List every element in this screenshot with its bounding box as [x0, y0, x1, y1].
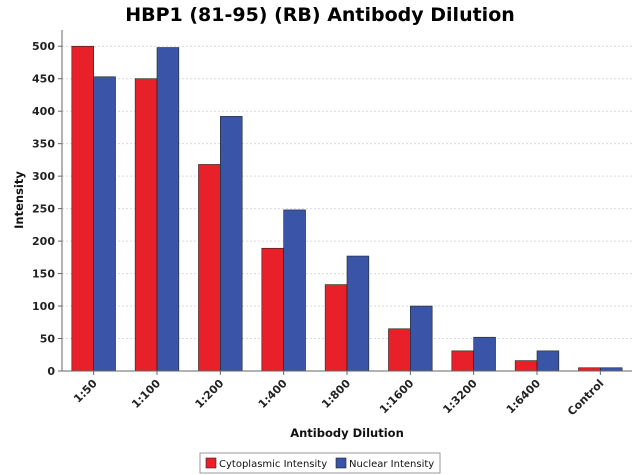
y-axis-ticks: 0 50 100 150 200 250 300 350 400 450 500	[32, 40, 62, 378]
y-tick-label: 350	[32, 138, 55, 151]
bar-nuclear	[346, 255, 370, 372]
legend-box	[199, 452, 441, 474]
x-axis-ticks: 1:50 1:100 1:200 1:400 1:800 1:1600 1:3200 1:64…	[71, 371, 606, 418]
y-tick-label: 400	[32, 105, 55, 118]
y-tick-label: 500	[32, 40, 55, 53]
chart-title: HBP1 (81-95) (RB) Antibody Dilution	[125, 4, 515, 26]
bar-cytoplasmic	[324, 284, 348, 372]
y-tick-label: 200	[32, 235, 55, 248]
y-axis-title: Intensity	[12, 171, 26, 229]
bar-nuclear	[156, 47, 180, 372]
x-tick-label: 1:50	[71, 377, 100, 406]
bar-nuclear	[93, 76, 116, 372]
y-tick-label: 100	[32, 300, 55, 313]
bar-nuclear	[473, 336, 496, 372]
bar-cytoplasmic	[388, 328, 411, 372]
bars	[71, 45, 623, 372]
x-tick-label: 1:1600	[377, 377, 417, 417]
bar-nuclear	[220, 116, 243, 372]
x-tick-label: 1:100	[129, 377, 163, 411]
bar-nuclear	[536, 350, 560, 372]
x-tick-label: 1:800	[319, 377, 353, 411]
y-tick-label: 300	[32, 170, 55, 183]
bar-cytoplasmic	[261, 247, 284, 372]
y-tick-label: 450	[32, 73, 55, 86]
bar-nuclear	[410, 305, 433, 372]
bar-cytoplasmic	[514, 360, 538, 372]
legend-label: Cytoplasmic Intensity	[219, 459, 327, 470]
legend-swatch	[335, 457, 347, 469]
bar-cytoplasmic	[198, 164, 221, 372]
y-tick-label: 0	[47, 365, 55, 378]
x-tick-label: 1:400	[256, 377, 290, 411]
y-tick-label: 150	[32, 268, 55, 281]
y-tick-label: 250	[32, 203, 55, 216]
bar-cytoplasmic	[134, 78, 158, 372]
bar-nuclear	[283, 209, 306, 372]
x-axis-title: Antibody Dilution	[290, 426, 404, 440]
bar-cytoplasmic	[451, 350, 474, 372]
x-tick-label: 1:6400	[504, 377, 544, 417]
bar-cytoplasmic	[71, 45, 94, 372]
x-tick-label: 1:200	[193, 377, 227, 411]
legend-swatch	[205, 457, 217, 469]
x-tick-label: Control	[565, 377, 606, 418]
legend: Cytoplasmic Intensity Nuclear Intensity	[199, 452, 441, 474]
legend-label: Nuclear Intensity	[349, 459, 434, 470]
x-tick-label: 1:3200	[440, 377, 480, 417]
y-tick-label: 50	[40, 333, 56, 346]
